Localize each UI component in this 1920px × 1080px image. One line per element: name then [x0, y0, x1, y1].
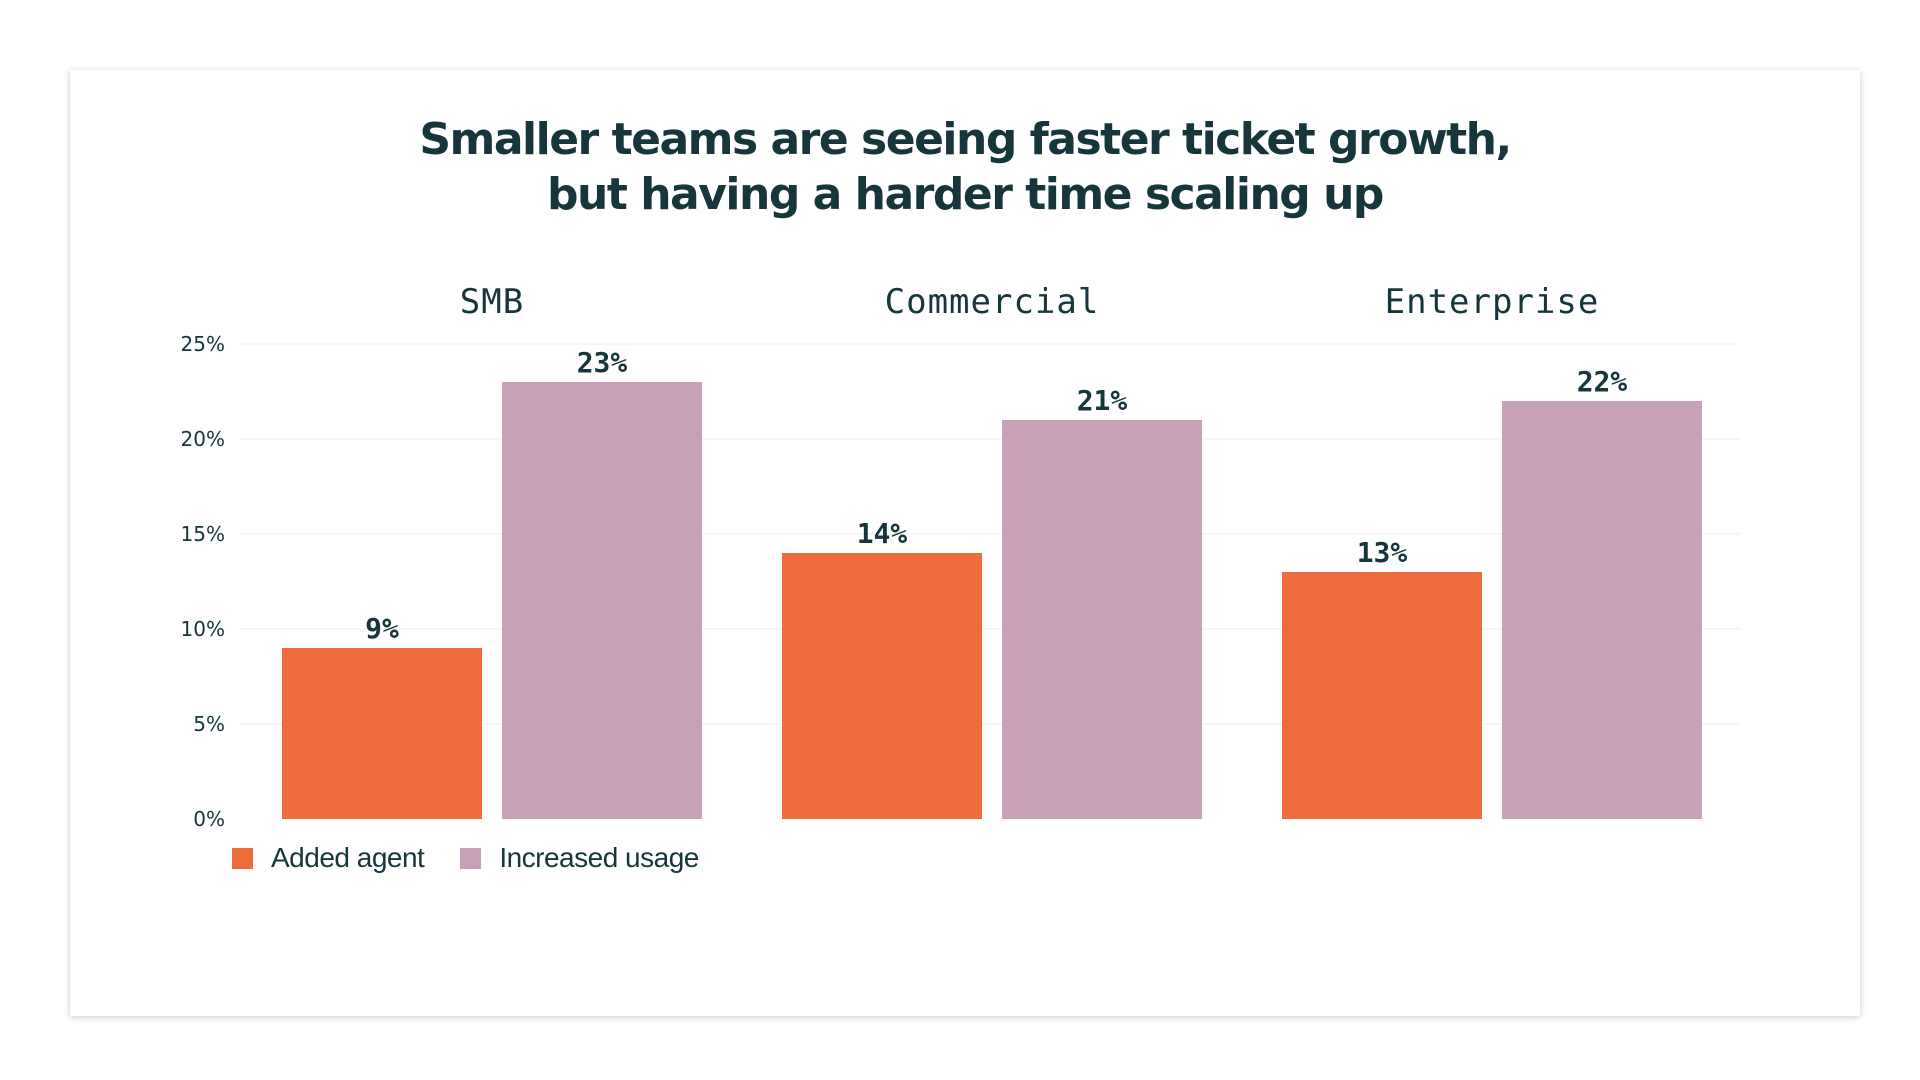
- chart-legend: Added agent Increased usage: [232, 842, 735, 874]
- category-label: SMB: [460, 282, 524, 322]
- bar: [502, 382, 702, 819]
- category-label: Enterprise: [1385, 282, 1600, 322]
- y-tick-label: 15%: [181, 522, 225, 546]
- chart-title-line-2: but having a harder time scaling up: [547, 169, 1384, 220]
- bar: [1502, 401, 1702, 819]
- chart-title: Smaller teams are seeing faster ticket g…: [70, 112, 1860, 222]
- bar: [782, 553, 982, 819]
- legend-label-increased-usage: Increased usage: [499, 842, 699, 873]
- bar: [282, 648, 482, 819]
- chart-card: Smaller teams are seeing faster ticket g…: [70, 70, 1860, 1016]
- bar-value-label: 23%: [577, 346, 628, 379]
- bar-chart: 0% 5% 10% 15% 20% 25% SMB 9% 23% Commercial 14% 21%…: [181, 282, 1740, 831]
- legend-item-increased-usage: Increased usage: [460, 842, 699, 874]
- chart-title-line-1: Smaller teams are seeing faster ticket g…: [419, 114, 1512, 165]
- legend-swatch-added-agent: [232, 847, 253, 869]
- legend-swatch-increased-usage: [460, 847, 482, 869]
- y-tick-label: 0%: [193, 807, 225, 831]
- category-label: Commercial: [885, 282, 1100, 322]
- bar: [1282, 572, 1482, 819]
- y-tick-label: 20%: [181, 427, 225, 451]
- bar-value-label: 21%: [1077, 384, 1128, 417]
- bar-value-label: 22%: [1577, 365, 1628, 398]
- y-tick-label: 25%: [181, 332, 225, 356]
- bar: [1002, 420, 1202, 819]
- bar-value-label: 9%: [365, 612, 399, 645]
- legend-item-added-agent: Added agent: [232, 842, 425, 874]
- bar-value-label: 14%: [857, 517, 908, 550]
- y-tick-label: 10%: [181, 617, 225, 641]
- y-tick-label: 5%: [193, 712, 225, 736]
- bar-value-label: 13%: [1357, 536, 1408, 569]
- legend-label-added-agent: Added agent: [271, 842, 425, 873]
